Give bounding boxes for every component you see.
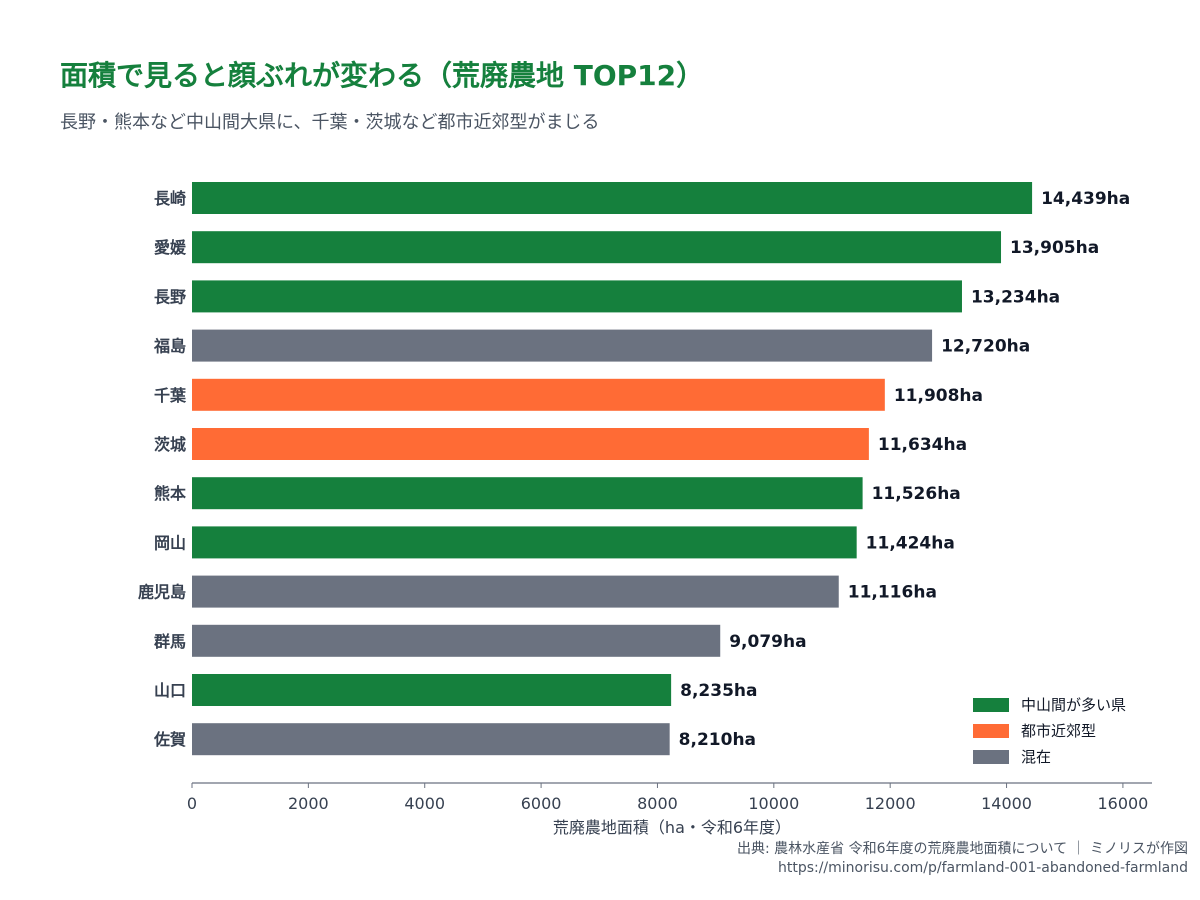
chart-title: 面積で見ると顔ぶれが変わる（荒廃農地 TOP12） <box>60 59 705 92</box>
legend-swatch <box>973 750 1009 764</box>
value-label: 11,634ha <box>878 435 967 455</box>
value-labels-group: 14,439ha 13,905ha 13,234ha 12,720ha 11,908ha… <box>679 189 1131 750</box>
value-label: 12,720ha <box>941 337 1030 357</box>
bar-愛媛 <box>192 231 1002 264</box>
value-label: 11,424ha <box>866 533 955 553</box>
bar-熊本 <box>192 477 863 510</box>
category-label: 愛媛 <box>154 238 187 257</box>
legend-swatch <box>973 698 1009 712</box>
category-label: 千葉 <box>154 386 187 405</box>
bar-長野 <box>192 280 962 313</box>
value-label: 11,908ha <box>894 386 983 406</box>
category-label: 福島 <box>153 337 186 356</box>
category-label: 岡山 <box>154 533 186 552</box>
x-tick-label: 10000 <box>748 794 799 813</box>
bar-佐賀 <box>192 723 670 756</box>
value-label: 13,905ha <box>1010 238 1099 258</box>
bar-鹿児島 <box>192 575 839 608</box>
x-tick-label: 4000 <box>404 794 445 813</box>
x-axis <box>192 782 1152 784</box>
x-ticks-group: 0 2000 4000 6000 8000 10000 12000 14000 16000 <box>187 783 1148 813</box>
value-label: 14,439ha <box>1041 189 1130 209</box>
category-label: 熊本 <box>154 484 186 503</box>
bar-群馬 <box>192 624 721 657</box>
category-label: 佐賀 <box>153 730 186 749</box>
x-tick-label: 0 <box>187 794 197 813</box>
x-tick-label: 6000 <box>521 794 562 813</box>
source-url: https://minorisu.com/p/farmland-001-aban… <box>777 860 1188 876</box>
x-tick-label: 16000 <box>1097 794 1148 813</box>
category-label: 長野 <box>154 287 186 306</box>
source-note: 出典: 農林水産省 令和6年度の荒廃農地面積について ｜ ミノリスが作図 <box>736 841 1188 857</box>
value-label: 8,235ha <box>680 681 757 701</box>
chart-subtitle: 長野・熊本など中山間大県に、千葉・茨城など都市近郊型がまじる <box>60 112 600 133</box>
x-axis-title: 荒廃農地面積（ha・令和6年度） <box>553 818 791 837</box>
bar-岡山 <box>192 526 857 559</box>
value-label: 8,210ha <box>679 730 756 750</box>
value-label: 9,079ha <box>729 632 806 652</box>
legend-label: 都市近郊型 <box>1021 722 1096 740</box>
category-label: 山口 <box>154 681 186 700</box>
legend-label: 混在 <box>1021 748 1051 766</box>
category-label: 長崎 <box>154 189 186 208</box>
value-label: 11,116ha <box>848 583 937 603</box>
value-label: 13,234ha <box>971 287 1060 307</box>
bar-山口 <box>192 674 672 706</box>
bar-茨城 <box>192 428 869 460</box>
bar-長崎 <box>192 182 1033 214</box>
x-tick-label: 2000 <box>288 794 329 813</box>
category-label: 茨城 <box>154 435 186 454</box>
bar-千葉 <box>192 378 885 411</box>
legend-swatch <box>973 724 1009 738</box>
bars-group <box>192 182 1033 756</box>
x-tick-label: 12000 <box>865 794 916 813</box>
category-label: 鹿児島 <box>138 583 186 602</box>
legend-label: 中山間が多い県 <box>1021 696 1126 714</box>
category-label: 群馬 <box>154 632 186 651</box>
x-tick-label: 14000 <box>981 794 1032 813</box>
value-label: 11,526ha <box>872 484 961 504</box>
bar-福島 <box>192 329 933 362</box>
x-tick-label: 8000 <box>637 794 678 813</box>
